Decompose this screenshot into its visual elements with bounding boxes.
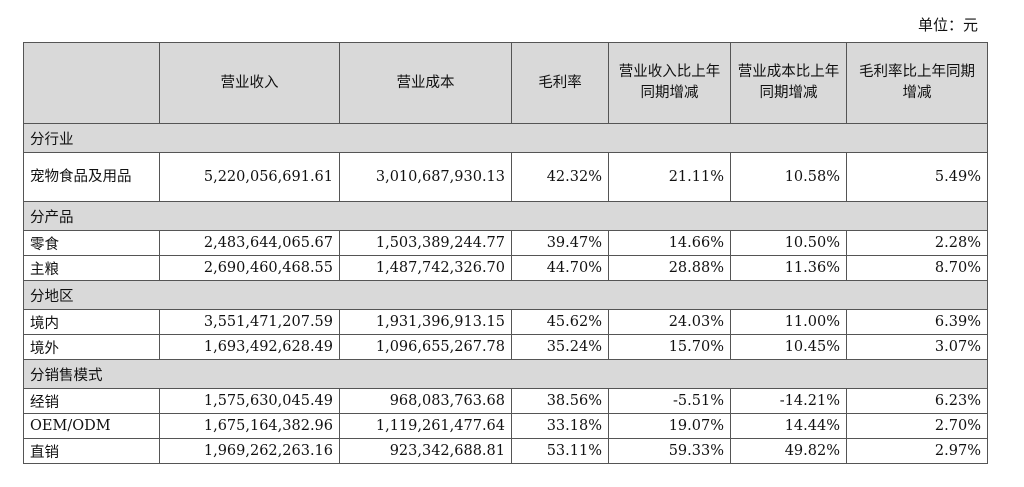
- value-cell: -14.21%: [730, 388, 847, 414]
- value-cell: 45.62%: [511, 309, 609, 335]
- value-cell: 3,010,687,930.13: [339, 152, 512, 202]
- value-cell: 2.28%: [846, 230, 988, 256]
- row-label: OEM/ODM: [23, 413, 160, 439]
- value-cell: 2,483,644,065.67: [159, 230, 340, 256]
- value-cell: 42.32%: [511, 152, 609, 202]
- section-row: 分销售模式: [23, 359, 988, 389]
- value-cell: 1,119,261,477.64: [339, 413, 512, 439]
- value-cell: 3,551,471,207.59: [159, 309, 340, 335]
- value-cell: 5,220,056,691.61: [159, 152, 340, 202]
- value-cell: 1,503,389,244.77: [339, 230, 512, 256]
- value-cell: 10.58%: [730, 152, 847, 202]
- row-label: 零食: [23, 230, 160, 256]
- unit-label: 单位：元: [917, 16, 978, 34]
- value-cell: 1,675,164,382.96: [159, 413, 340, 439]
- value-cell: 59.33%: [608, 438, 731, 464]
- section-title: 分行业: [23, 123, 988, 153]
- value-cell: 2.70%: [846, 413, 988, 439]
- value-cell: 6.39%: [846, 309, 988, 335]
- value-cell: 35.24%: [511, 334, 609, 360]
- row-label: 境外: [23, 334, 160, 360]
- header-cell: 营业成本比上年同期增减: [730, 42, 847, 124]
- header-cell: 毛利率: [511, 42, 609, 124]
- value-cell: 1,969,262,263.16: [159, 438, 340, 464]
- value-cell: 1,487,742,326.70: [339, 255, 512, 281]
- section-row: 分行业: [23, 123, 988, 153]
- table-row: 境内 3,551,471,207.59 1,931,396,913.15 45.62%…: [23, 309, 988, 335]
- table-row: 直销 1,969,262,263.16 923,342,688.81 53.11% 59…: [23, 438, 988, 464]
- value-cell: 53.11%: [511, 438, 609, 464]
- value-cell: 44.70%: [511, 255, 609, 281]
- value-cell: 10.50%: [730, 230, 847, 256]
- value-cell: -5.51%: [608, 388, 731, 414]
- value-cell: 1,575,630,045.49: [159, 388, 340, 414]
- value-cell: 39.47%: [511, 230, 609, 256]
- value-cell: 1,096,655,267.78: [339, 334, 512, 360]
- header-cell: 营业收入: [159, 42, 340, 124]
- value-cell: 5.49%: [846, 152, 988, 202]
- header-cell: 毛利率比上年同期增减: [846, 42, 988, 124]
- table-row: 主粮 2,690,460,468.55 1,487,742,326.70 44.70%…: [23, 255, 988, 281]
- revenue-breakdown-table: 营业收入 营业成本 毛利率 营业收入比上年同期增减 营业成本比上年同期增减 毛利…: [23, 42, 988, 464]
- table-row: 境外 1,693,492,628.49 1,096,655,267.78 35.24%…: [23, 334, 988, 360]
- value-cell: 2.97%: [846, 438, 988, 464]
- header-row: 营业收入 营业成本 毛利率 营业收入比上年同期增减 营业成本比上年同期增减 毛利…: [23, 42, 988, 124]
- value-cell: 8.70%: [846, 255, 988, 281]
- row-label: 宠物食品及用品: [23, 152, 160, 202]
- value-cell: 6.23%: [846, 388, 988, 414]
- row-label: 境内: [23, 309, 160, 335]
- section-title: 分地区: [23, 280, 988, 310]
- section-row: 分产品: [23, 201, 988, 231]
- value-cell: 11.00%: [730, 309, 847, 335]
- section-row: 分地区: [23, 280, 988, 310]
- row-label: 直销: [23, 438, 160, 464]
- section-title: 分产品: [23, 201, 988, 231]
- section-title: 分销售模式: [23, 359, 988, 389]
- value-cell: 3.07%: [846, 334, 988, 360]
- table-row: OEM/ODM 1,675,164,382.96 1,119,261,477.64 3…: [23, 413, 988, 439]
- value-cell: 38.56%: [511, 388, 609, 414]
- header-cell: 营业成本: [339, 42, 512, 124]
- value-cell: 33.18%: [511, 413, 609, 439]
- value-cell: 968,083,763.68: [339, 388, 512, 414]
- table-row: 零食 2,483,644,065.67 1,503,389,244.77 39.47%…: [23, 230, 988, 256]
- value-cell: 1,693,492,628.49: [159, 334, 340, 360]
- value-cell: 14.66%: [608, 230, 731, 256]
- row-label: 主粮: [23, 255, 160, 281]
- value-cell: 21.11%: [608, 152, 731, 202]
- value-cell: 11.36%: [730, 255, 847, 281]
- value-cell: 923,342,688.81: [339, 438, 512, 464]
- header-cell: 营业收入比上年同期增减: [608, 42, 731, 124]
- value-cell: 2,690,460,468.55: [159, 255, 340, 281]
- value-cell: 1,931,396,913.15: [339, 309, 512, 335]
- row-label: 经销: [23, 388, 160, 414]
- value-cell: 10.45%: [730, 334, 847, 360]
- header-cell: [23, 42, 160, 124]
- value-cell: 19.07%: [608, 413, 731, 439]
- table-row: 经销 1,575,630,045.49 968,083,763.68 38.56% -5…: [23, 388, 988, 414]
- table-row: 宠物食品及用品 5,220,056,691.61 3,010,687,930.13 4…: [23, 152, 988, 202]
- value-cell: 28.88%: [608, 255, 731, 281]
- value-cell: 14.44%: [730, 413, 847, 439]
- value-cell: 15.70%: [608, 334, 731, 360]
- value-cell: 49.82%: [730, 438, 847, 464]
- value-cell: 24.03%: [608, 309, 731, 335]
